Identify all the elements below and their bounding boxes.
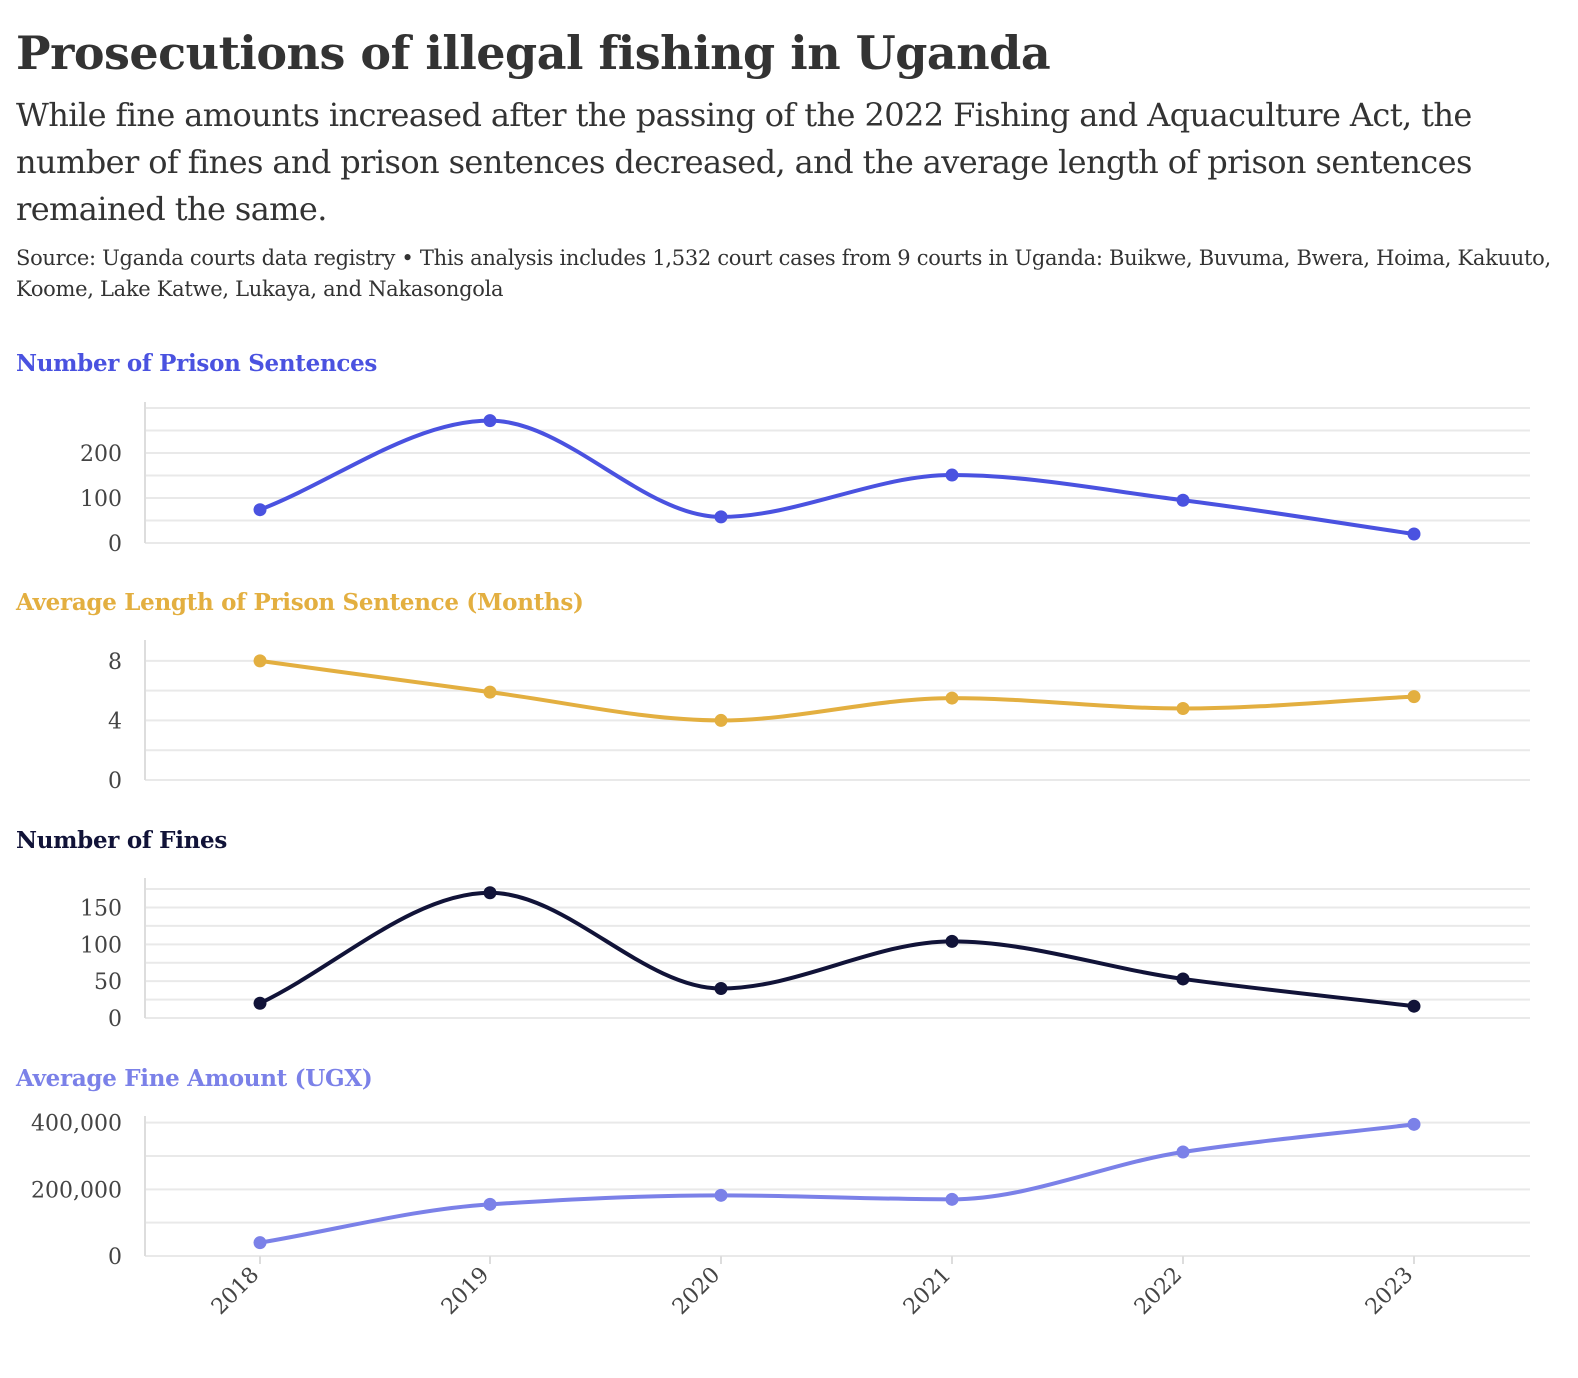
y-tick-label: 150 [80, 896, 122, 921]
y-tick-label: 100 [80, 933, 122, 958]
y-tick-label: 50 [94, 970, 122, 995]
data-point [1407, 1117, 1421, 1131]
data-point [1176, 493, 1190, 507]
chart-title: Prosecutions of illegal fishing in Ugand… [16, 26, 1051, 80]
series-line [258, 890, 1416, 1009]
y-tick-label: 100 [80, 487, 122, 512]
x-tick-label: 2018 [207, 1263, 264, 1320]
data-point [253, 503, 267, 517]
panel-prison-sentences: 0 100 200 [80, 402, 1530, 557]
y-tick-label: 8 [108, 650, 122, 675]
x-axis: 2018 2019 2020 2021 2022 2023 [207, 1256, 1418, 1320]
data-point [483, 886, 497, 900]
y-tick-label: 200,000 [31, 1178, 122, 1203]
data-point [253, 654, 267, 668]
data-point [945, 1192, 959, 1206]
series-line [258, 418, 1416, 536]
x-tick-label: 2019 [437, 1263, 494, 1320]
panel-title-sentence-length: Average Length of Prison Sentence (Month… [16, 589, 584, 616]
data-point [945, 468, 959, 482]
source-note: Source: Uganda courts data registry • Th… [16, 246, 1551, 301]
series-line [258, 1122, 1416, 1245]
data-point [945, 934, 959, 948]
data-point [714, 982, 728, 996]
x-tick-label: 2022 [1130, 1263, 1187, 1320]
data-point [1176, 1145, 1190, 1159]
panel-sentence-length: 0 4 8 [108, 640, 1530, 794]
data-point [253, 996, 267, 1010]
y-tick-label: 0 [108, 1245, 122, 1270]
data-point [1407, 999, 1421, 1013]
x-tick-label: 2021 [899, 1263, 956, 1320]
x-tick-label: 2020 [668, 1263, 725, 1320]
data-point [714, 1188, 728, 1202]
data-point [945, 691, 959, 705]
series-line [258, 658, 1416, 723]
y-tick-label: 200 [80, 442, 122, 467]
chart-panels: 0 100 200 0 4 8 0 50 100 150 0 200,000 400,000 [31, 402, 1530, 1270]
chart-subtitle: While fine amounts increased after the p… [16, 96, 1472, 228]
y-tick-label: 0 [108, 1007, 122, 1032]
data-point [714, 713, 728, 727]
y-tick-label: 0 [108, 769, 122, 794]
panel-fine-amount: 0 200,000 400,000 [31, 1112, 1530, 1270]
y-tick-label: 4 [108, 709, 122, 734]
panel-title-number-of-fines: Number of Fines [16, 827, 228, 854]
panel-title-fine-amount: Average Fine Amount (UGX) [16, 1065, 373, 1092]
data-point [253, 1236, 267, 1250]
data-point [483, 414, 497, 428]
data-point [1176, 972, 1190, 986]
y-tick-label: 0 [108, 532, 122, 557]
data-point [483, 685, 497, 699]
panel-title-prison-sentences: Number of Prison Sentences [16, 350, 378, 377]
data-point [483, 1197, 497, 1211]
data-point [1407, 690, 1421, 704]
data-point [714, 510, 728, 524]
y-tick-label: 400,000 [31, 1112, 122, 1137]
data-point [1407, 527, 1421, 541]
chart-header: Prosecutions of illegal fishing in Ugand… [16, 14, 1556, 305]
x-tick-label: 2023 [1361, 1263, 1418, 1320]
data-point [1176, 702, 1190, 716]
panel-number-of-fines: 0 50 100 150 [80, 878, 1530, 1032]
